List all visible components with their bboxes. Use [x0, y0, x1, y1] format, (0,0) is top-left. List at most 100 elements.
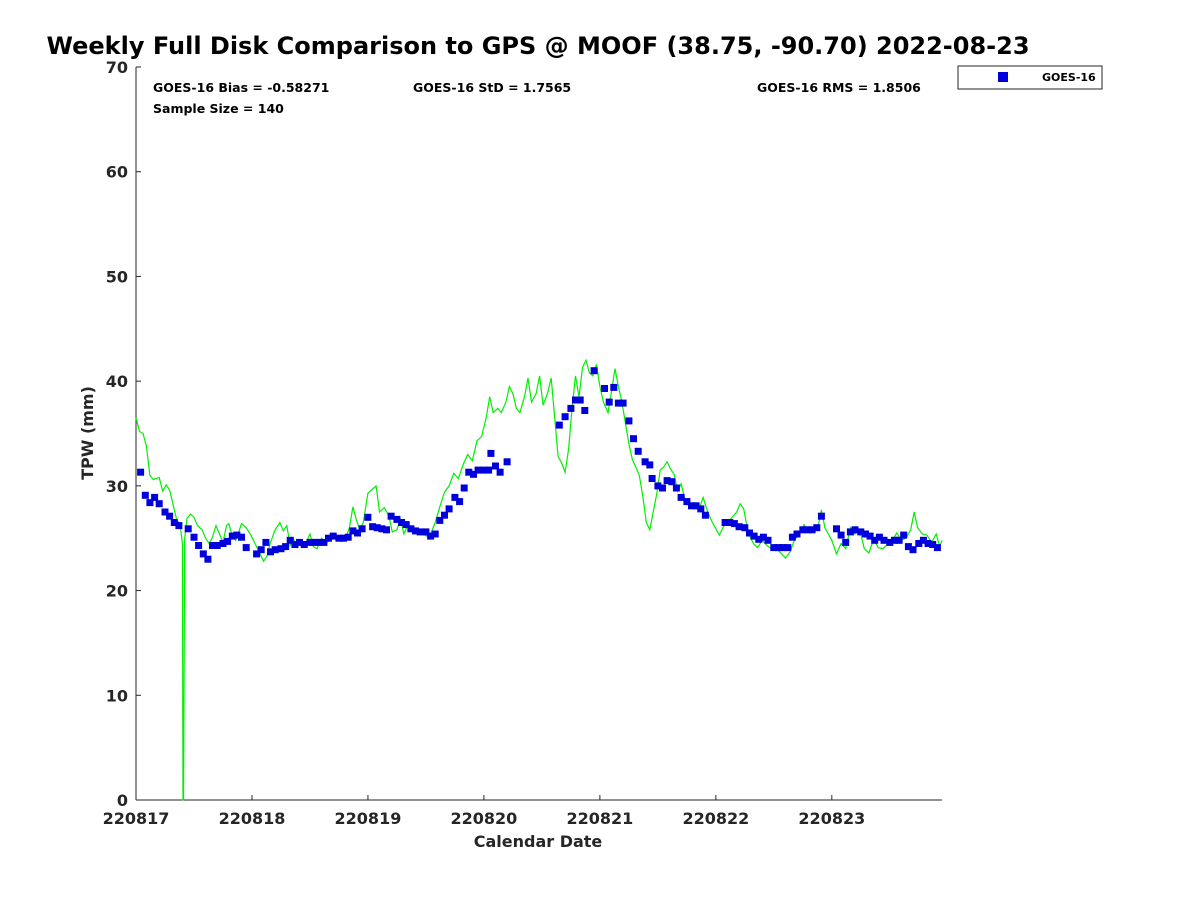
goes-16-point	[648, 475, 656, 482]
goes-16-point	[683, 498, 691, 506]
goes-16-point	[775, 544, 782, 552]
goes-16-point	[315, 538, 323, 546]
x-tick-label: 220821	[566, 809, 633, 828]
goes-16-point	[311, 538, 319, 546]
y-tick-label: 0	[117, 791, 128, 810]
goes-16-point	[590, 367, 598, 375]
goes-16-point	[233, 531, 241, 539]
goes-16-point	[851, 526, 859, 534]
goes-16-point	[474, 466, 482, 474]
x-tick-label: 220818	[219, 809, 286, 828]
goes-16-point	[354, 529, 361, 537]
goes-16-point	[228, 532, 236, 540]
goes-16-point	[779, 544, 787, 552]
goes-16-point	[416, 528, 424, 536]
goes-16-point	[190, 533, 198, 541]
goes-16-point	[195, 542, 203, 549]
goes-16-point	[456, 498, 464, 506]
goes-16-point	[764, 536, 772, 544]
gps-series	[135, 358, 943, 801]
goes-16-point	[663, 477, 671, 485]
rms-stat: GOES-16 RMS = 1.8506	[757, 80, 921, 95]
goes-16-point	[267, 548, 274, 556]
goes-16-point	[634, 447, 642, 455]
goes-16-point	[141, 491, 149, 499]
goes-16-point	[503, 458, 511, 466]
goes-16-point	[610, 383, 618, 391]
legend-marker-goes-16	[998, 72, 1008, 82]
goes-16-point	[641, 458, 649, 466]
goes-16-point	[909, 546, 917, 554]
goes-16-point	[387, 512, 395, 520]
goes-16-point	[460, 484, 468, 492]
goes-16-point	[900, 531, 908, 539]
goes-16-point	[646, 461, 654, 469]
sample-size-stat: Sample Size = 140	[153, 101, 284, 116]
goes-16-point	[329, 532, 337, 540]
x-tick-label: 220820	[451, 809, 518, 828]
y-tick-label: 50	[106, 267, 128, 286]
goes-16-point	[286, 536, 294, 544]
goes-16-point	[880, 536, 888, 544]
goes-16-point	[862, 530, 869, 538]
goes-16-point	[576, 396, 584, 404]
x-tick-label: 220817	[103, 809, 170, 828]
goes-16-point	[219, 540, 227, 547]
goes-16-point	[701, 511, 709, 519]
goes-16-point	[581, 407, 589, 414]
goes-16-point	[282, 543, 290, 551]
goes-16-point	[654, 482, 662, 490]
goes-16-point	[793, 530, 801, 538]
goes-16-point	[730, 520, 738, 528]
goes-16-point	[929, 541, 937, 548]
goes-16-point	[804, 526, 811, 534]
goes-16-point	[817, 512, 825, 520]
goes-16-point	[784, 544, 792, 552]
goes-16-point	[833, 525, 840, 533]
bias-stat: GOES-16 Bias = -0.58271	[153, 80, 329, 95]
goes-16-point	[755, 535, 763, 543]
std-stat: GOES-16 StD = 1.7565	[413, 80, 571, 95]
stats-annotations: GOES-16 Bias = -0.58271 GOES-16 StD = 1.…	[153, 80, 921, 116]
goes-16-point	[436, 516, 444, 524]
goes-16-point	[137, 468, 145, 476]
goes-16-point	[808, 526, 816, 534]
goes-16-point	[431, 530, 439, 538]
x-axis-label: Calendar Date	[474, 832, 603, 851]
goes-16-point	[485, 466, 493, 474]
goes-16-point	[630, 435, 637, 443]
goes-16-point	[422, 528, 430, 536]
x-tick-label: 220822	[682, 809, 749, 828]
goes-16-point	[441, 511, 448, 519]
goes-16-point	[364, 513, 372, 521]
goes-16-point	[759, 533, 767, 541]
goes-16-point	[465, 468, 473, 476]
goes-16-point	[895, 536, 903, 544]
goes-16-point	[837, 531, 845, 539]
goes-16-point	[378, 525, 386, 533]
goes-16-point	[904, 543, 912, 551]
legend-label-goes-16: GOES-16	[1042, 71, 1096, 84]
goes-16-point	[871, 536, 879, 544]
goes-16-point	[487, 449, 495, 457]
goes-16-point	[492, 462, 499, 470]
goes-16-point	[688, 502, 695, 510]
goes-16-point	[842, 538, 850, 546]
goes-16-point	[799, 526, 807, 534]
y-tick-label: 30	[106, 477, 128, 496]
goes-16-point	[891, 536, 898, 544]
goes-16-point	[277, 545, 285, 553]
goes-16-point	[320, 538, 328, 546]
goes-16-point	[300, 541, 308, 548]
goes-16-point	[480, 466, 488, 474]
y-tick-label: 40	[106, 372, 128, 391]
goes-16-point	[770, 544, 778, 552]
goes-16-point	[209, 542, 216, 549]
goes-16-point	[335, 534, 343, 542]
y-tick-label: 60	[106, 163, 128, 182]
goes-16-point	[199, 550, 207, 558]
goes-16-point	[886, 538, 894, 546]
goes-16-point	[306, 538, 314, 546]
goes-16-point	[242, 544, 250, 552]
goes-16-point	[866, 532, 874, 540]
